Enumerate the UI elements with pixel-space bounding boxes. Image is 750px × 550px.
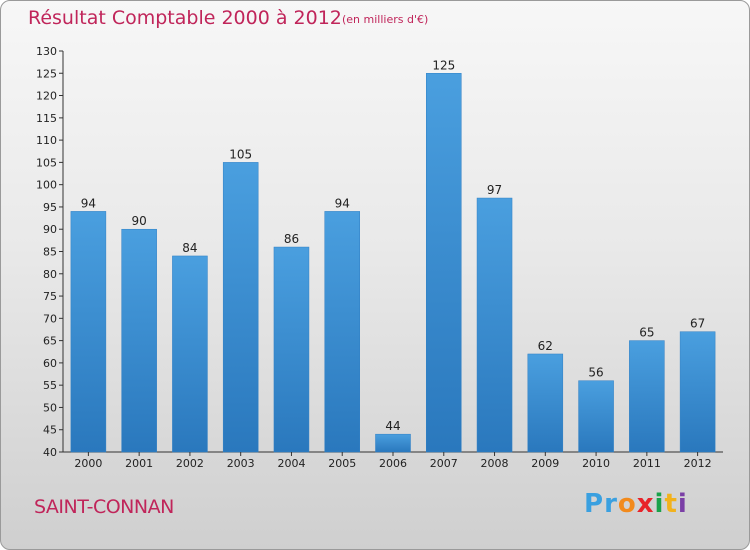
bar-value-label: 105 xyxy=(229,147,252,161)
y-tick-label: 80 xyxy=(43,268,57,281)
chart-subtitle: (en milliers d'€) xyxy=(342,13,429,26)
logo-letter: i xyxy=(677,489,688,519)
bar xyxy=(629,340,665,453)
bar xyxy=(273,246,310,453)
bar-value-label: 86 xyxy=(284,232,299,246)
logo-letter: i xyxy=(654,489,665,519)
x-tick-label: 2012 xyxy=(684,457,712,470)
bar-value-label: 90 xyxy=(132,214,147,228)
y-tick-label: 95 xyxy=(43,201,57,214)
x-tick-label: 2001 xyxy=(125,457,153,470)
y-tick-label: 60 xyxy=(43,357,57,370)
chart-title: Résultat Comptable 2000 à 2012 xyxy=(28,7,342,29)
x-tick-label: 2008 xyxy=(481,457,509,470)
x-tick-label: 2010 xyxy=(582,457,610,470)
bar-value-label: 94 xyxy=(81,196,96,210)
x-tick-label: 2003 xyxy=(227,457,255,470)
logo-letter: x xyxy=(636,489,655,519)
x-tick-label: 2004 xyxy=(277,457,305,470)
bar-value-label: 67 xyxy=(690,317,705,331)
bar-value-label: 84 xyxy=(182,241,197,255)
bar-value-label: 94 xyxy=(335,196,350,210)
bar-value-label: 62 xyxy=(538,339,553,353)
bar xyxy=(375,433,411,453)
x-tick-label: 2000 xyxy=(74,457,102,470)
bar xyxy=(324,211,360,453)
bar xyxy=(679,331,716,453)
logo-letter: o xyxy=(617,489,637,519)
proxiti-logo: Proxiti xyxy=(584,489,688,519)
bar xyxy=(476,197,513,453)
y-tick-label: 90 xyxy=(43,223,57,236)
bar xyxy=(172,255,208,453)
y-tick-label: 50 xyxy=(43,401,57,414)
y-tick-label: 55 xyxy=(43,379,57,392)
y-tick-label: 120 xyxy=(36,90,57,103)
x-tick-label: 2009 xyxy=(531,457,559,470)
commune-name: SAINT-CONNAN xyxy=(34,496,174,518)
bar xyxy=(70,211,107,453)
y-tick-label: 105 xyxy=(36,156,57,169)
bar xyxy=(527,353,564,453)
y-tick-label: 65 xyxy=(43,335,57,348)
bar-value-label: 44 xyxy=(385,419,400,433)
bar-value-label: 65 xyxy=(639,326,654,340)
bar xyxy=(121,228,157,453)
x-tick-label: 2011 xyxy=(633,457,661,470)
bar-value-label: 56 xyxy=(588,366,603,380)
x-tick-label: 2007 xyxy=(430,457,458,470)
logo-letter: P xyxy=(584,489,605,519)
bar xyxy=(426,73,462,453)
logo-letter: r xyxy=(604,489,618,519)
x-tick-label: 2005 xyxy=(328,457,356,470)
x-tick-label: 2006 xyxy=(379,457,407,470)
y-tick-label: 125 xyxy=(36,67,57,80)
y-tick-label: 40 xyxy=(43,446,57,459)
y-tick-label: 130 xyxy=(36,45,57,58)
bar-value-label: 97 xyxy=(487,183,502,197)
y-tick-label: 100 xyxy=(36,179,57,192)
y-tick-label: 110 xyxy=(36,134,57,147)
y-tick-label: 45 xyxy=(43,424,57,437)
y-tick-label: 75 xyxy=(43,290,57,303)
y-tick-label: 85 xyxy=(43,246,57,259)
bar xyxy=(222,162,259,453)
y-tick-label: 70 xyxy=(43,312,57,325)
x-tick-label: 2002 xyxy=(176,457,204,470)
bar-value-label: 125 xyxy=(432,58,455,72)
y-tick-label: 115 xyxy=(36,112,57,125)
bar xyxy=(578,380,614,453)
logo-letter: t xyxy=(664,489,678,519)
